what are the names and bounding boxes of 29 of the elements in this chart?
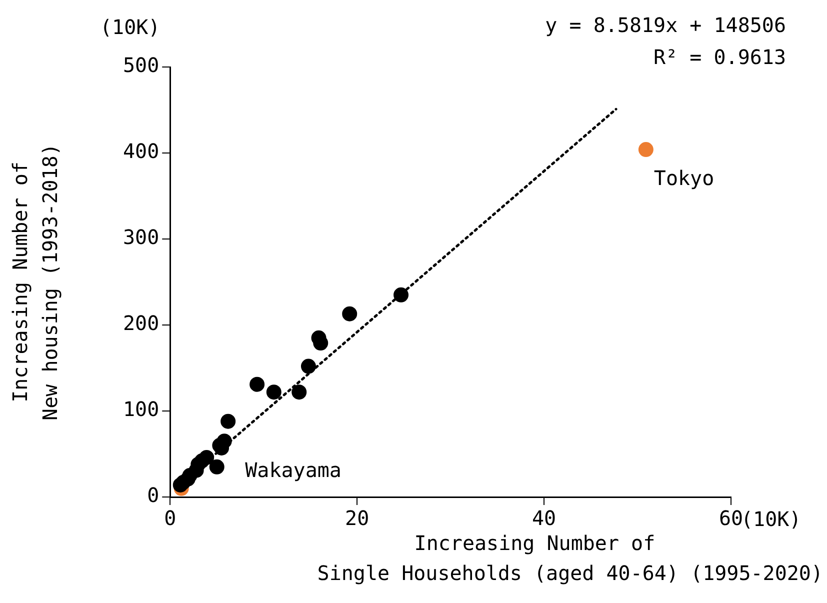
annotation: Wakayama [245, 458, 342, 482]
point [220, 414, 236, 429]
y-axis-title: Increasing Number of New housing (1993-2018) [8, 144, 62, 420]
y-tick-label: 300 [123, 225, 160, 250]
text: (10K) [100, 15, 160, 40]
point [313, 336, 328, 351]
text: (10K) [741, 507, 802, 532]
point [209, 459, 224, 474]
point [300, 358, 316, 374]
text: y = 8.5819x + 148506 [545, 13, 786, 38]
y-tick-label: 200 [123, 311, 160, 336]
point [394, 287, 409, 302]
x-tick-label: 40 [532, 506, 556, 530]
point [638, 142, 654, 158]
point [292, 384, 307, 400]
y-tick-label: 400 [123, 139, 160, 164]
y-tick-label: 0 [147, 483, 160, 508]
y-tick-label: 100 [123, 397, 160, 422]
point [266, 384, 282, 400]
annotation: Tokyo [654, 166, 714, 190]
x-tick-label: 60 [718, 506, 744, 530]
annotation: R² = 0.9613 [654, 45, 786, 70]
y-tick-label: 500 [123, 53, 160, 78]
point [342, 306, 358, 322]
point [250, 376, 265, 392]
x-tick-label: 20 [345, 506, 370, 530]
x-tick-label: 0 [164, 506, 176, 530]
x-axis-title: Increasing Number of Single Households (aged 40-64) (1995-2020) [317, 531, 824, 586]
point [172, 477, 188, 492]
